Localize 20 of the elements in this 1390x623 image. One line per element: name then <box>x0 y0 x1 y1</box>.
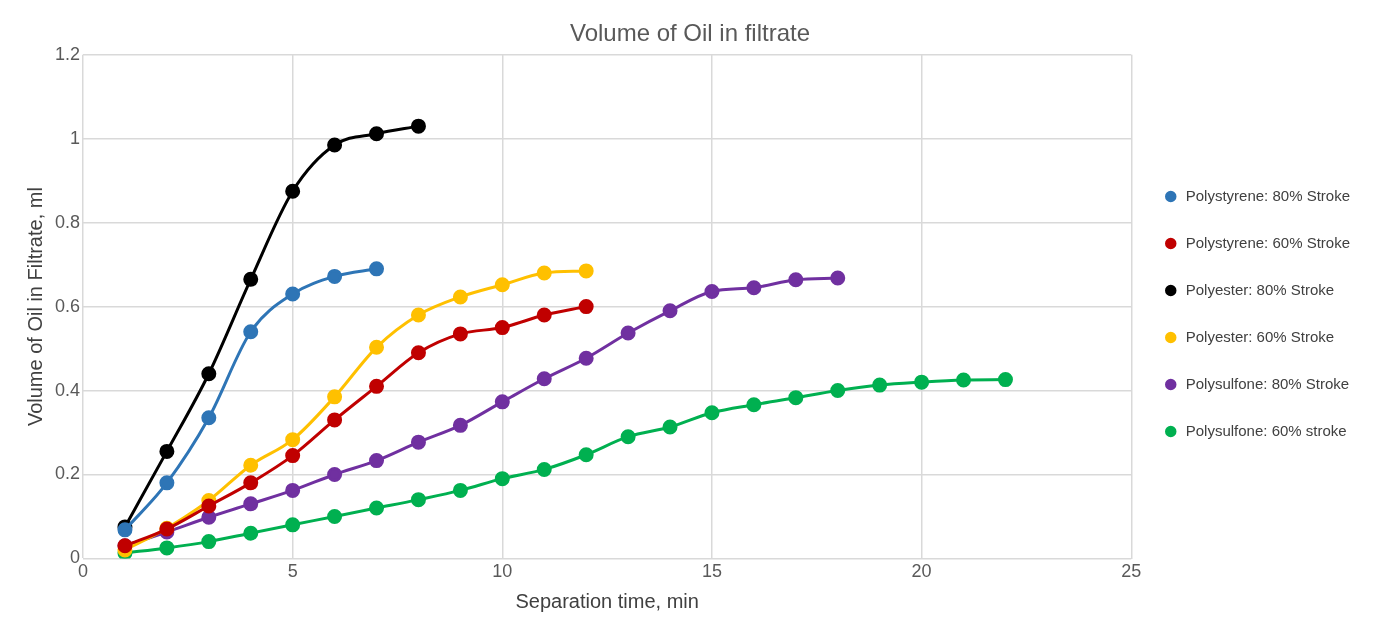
y-tick-label: 1.2 <box>54 43 81 64</box>
legend-label: Polystyrene: 60% Stroke <box>1185 233 1350 251</box>
chart-title: Volume of Oil in filtrate <box>569 19 811 47</box>
x-tick-label: 10 <box>492 561 513 582</box>
x-axis-title: Separation time, min <box>515 589 699 612</box>
legend-label: Polysulfone: 80% Stroke <box>1185 374 1350 392</box>
y-tick-label: 1 <box>70 127 81 148</box>
legend-label: Polyester: 60% Stroke <box>1185 327 1335 345</box>
y-axis-title: Volume of Oil in Filtrate, ml <box>23 187 46 427</box>
x-tick-label: 5 <box>287 561 298 582</box>
y-tick-label: 0.2 <box>54 463 81 484</box>
legend-label: Polystyrene: 80% Stroke <box>1185 186 1350 204</box>
x-tick-label: 20 <box>911 561 932 582</box>
y-tick-label: 0.8 <box>54 211 81 232</box>
y-tick-label: 0.4 <box>54 379 81 400</box>
legend-label: Polyester: 80% Stroke <box>1185 280 1335 298</box>
x-tick-label: 15 <box>701 561 722 582</box>
x-tick-label: 25 <box>1121 561 1142 582</box>
y-tick-label: 0.6 <box>54 295 81 316</box>
legend-label: Polysulfone: 60% stroke <box>1185 421 1347 439</box>
